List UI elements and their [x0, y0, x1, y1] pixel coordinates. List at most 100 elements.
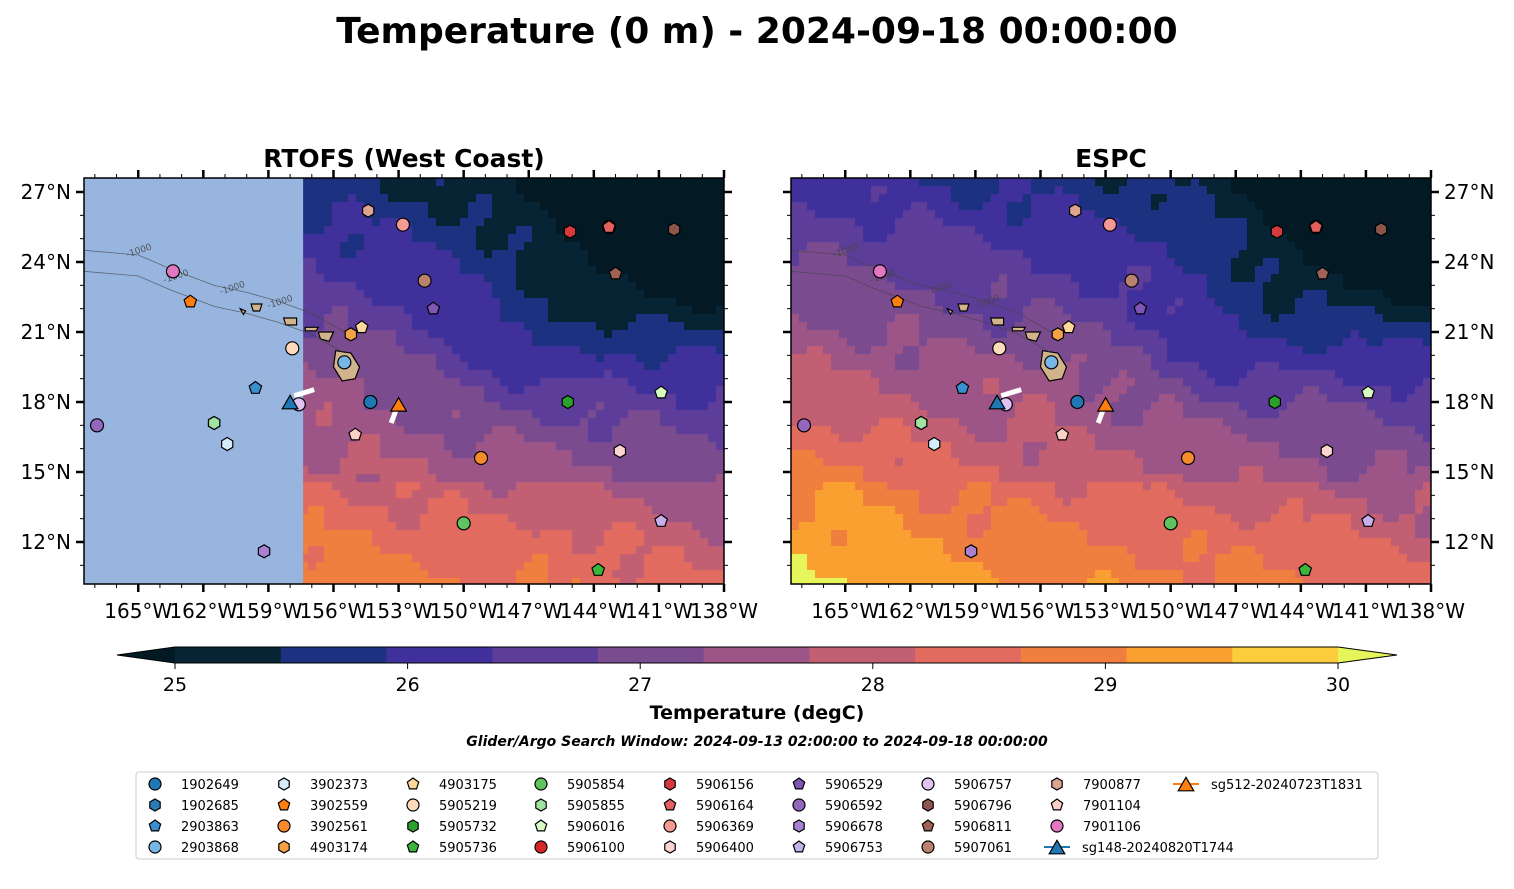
legend-label: 5906156 — [696, 778, 754, 793]
platform-markers-espc — [796, 203, 1388, 576]
legend-marker-3902559 — [277, 798, 291, 811]
legend-label: 7901106 — [1083, 820, 1141, 835]
legend-marker-2903863 — [148, 819, 162, 832]
platform-marker-7900877 — [1068, 203, 1082, 218]
platform-marker-sg512-20240723T1831 — [1096, 396, 1115, 412]
legend-label: 5906164 — [696, 799, 754, 814]
legend-label: 5906678 — [825, 820, 883, 835]
panel-title-espc: ESPC — [1075, 144, 1147, 173]
platform-marker-4903174 — [1051, 327, 1065, 342]
colorbar-tick-label: 30 — [1326, 674, 1350, 696]
legend-label: 5906811 — [954, 820, 1012, 835]
platform-marker-7901106 — [165, 264, 181, 279]
legend-label: 5905854 — [567, 778, 625, 793]
legend-marker-7900877 — [1051, 777, 1063, 791]
model-domain-mask — [84, 178, 304, 584]
colorbar-segment — [1126, 647, 1233, 663]
platform-marker-7901106 — [872, 264, 888, 279]
map-frame-espc — [790, 177, 1432, 585]
y-tick-label: 18°N — [21, 390, 71, 414]
platform-marker-5906592 — [89, 418, 105, 433]
legend-label: 7900877 — [1083, 778, 1141, 793]
platform-marker-7901104 — [348, 427, 363, 441]
platform-marker-5906016 — [654, 385, 669, 399]
colorbar-segment — [703, 647, 810, 663]
legend-label: 5906016 — [567, 820, 625, 835]
platform-marker-7900877 — [362, 203, 375, 218]
platform-marker-3902561 — [473, 450, 489, 466]
colorbar-tick-label: 26 — [396, 674, 420, 696]
platform-marker-5905732 — [1268, 394, 1282, 410]
legend-label: 5906757 — [954, 778, 1012, 793]
legend-marker-1902685 — [149, 798, 161, 812]
x-tick-label: 153°W — [1072, 599, 1140, 623]
legend-marker-5905219 — [406, 798, 420, 812]
platform-marker-3902373 — [927, 436, 941, 452]
platform-marker-5905854 — [1163, 516, 1178, 531]
y-tick-label: 18°N — [1444, 390, 1494, 414]
colorbar-tick-label: 25 — [163, 674, 187, 696]
legend-marker-5906529 — [792, 777, 806, 790]
x-tick-label: 162°W — [876, 599, 944, 623]
legend-label: 3902559 — [310, 799, 368, 814]
platform-marker-5906811 — [608, 266, 623, 280]
legend-label: sg512-20240723T1831 — [1211, 778, 1363, 793]
colorbar-segment — [280, 647, 387, 663]
x-tick-label: 150°W — [430, 599, 498, 623]
legend-marker-5906016 — [534, 819, 548, 832]
platform-marker-2903863 — [248, 380, 263, 394]
x-tick-label: 141°W — [1332, 599, 1400, 623]
map-panel-rtofs: RTOFS (West Coast) -1000-1000-1000-1000 … — [21, 144, 759, 623]
colorbar-extend-high — [1338, 647, 1397, 663]
x-tick-label: 156°W — [300, 599, 368, 623]
legend-label: 4903174 — [310, 841, 368, 856]
platform-marker-5906164 — [602, 219, 616, 233]
legend-marker-5905736 — [406, 840, 420, 853]
platform-marker-7901104 — [1055, 427, 1070, 441]
platform-marker-5906529 — [1133, 301, 1148, 315]
legend-label: 5906529 — [825, 778, 883, 793]
platform-marker-5907061 — [417, 273, 432, 288]
legend-marker-sg148-20240820T1744 — [1048, 839, 1066, 855]
x-tick-label: 165°W — [104, 599, 172, 623]
y-tick-label: 21°N — [21, 320, 71, 344]
platform-marker-1902649 — [363, 394, 378, 410]
legend-label: 4903175 — [439, 778, 497, 793]
platform-marker-5906016 — [1361, 385, 1376, 399]
platform-marker-5906164 — [1309, 219, 1323, 233]
platform-marker-4903174 — [344, 327, 358, 342]
temperature-field-espc — [791, 178, 1431, 584]
y-tick-label: 24°N — [1444, 250, 1494, 274]
legend-marker-5906369 — [663, 819, 677, 833]
colorbar-segment — [175, 647, 282, 663]
platform-marker-5906678 — [257, 544, 271, 559]
legend-label: 5906796 — [954, 799, 1012, 814]
legend: 1902649 1902685 2903863 2903868 3902373 39025… — [135, 771, 1379, 860]
x-tick-label: 138°W — [690, 599, 758, 623]
platform-marker-5906592 — [796, 418, 812, 433]
legend-label: 5906592 — [825, 799, 883, 814]
platform-marker-5906796 — [1374, 222, 1388, 237]
platform-marker-5905732 — [561, 394, 575, 410]
legend-marker-5906796 — [922, 798, 934, 812]
colorbar-segment — [492, 647, 599, 663]
colorbar-segment — [1020, 647, 1128, 663]
legend-marker-5906156 — [664, 777, 676, 791]
legend-label: 5905736 — [439, 841, 497, 856]
legend-marker-7901106 — [1050, 819, 1064, 833]
legend-label: 5905732 — [439, 820, 497, 835]
y-tick-label: 27°N — [21, 180, 71, 204]
y-tick-label: 27°N — [1444, 180, 1494, 204]
platform-marker-5905219 — [285, 341, 300, 356]
legend-marker-5906753 — [792, 840, 806, 853]
legend-marker-5905854 — [534, 777, 548, 791]
platform-marker-5906369 — [1102, 217, 1118, 232]
platform-marker-3902559 — [890, 294, 905, 308]
y-tick-label: 15°N — [1444, 460, 1494, 484]
legend-marker-5906592 — [792, 798, 806, 812]
legend-marker-4903175 — [406, 777, 420, 790]
colorbar-segment — [915, 647, 1022, 663]
map-frame-rtofs — [83, 177, 725, 585]
legend-marker-1902649 — [148, 777, 162, 791]
colorbar-segment — [1232, 647, 1339, 663]
